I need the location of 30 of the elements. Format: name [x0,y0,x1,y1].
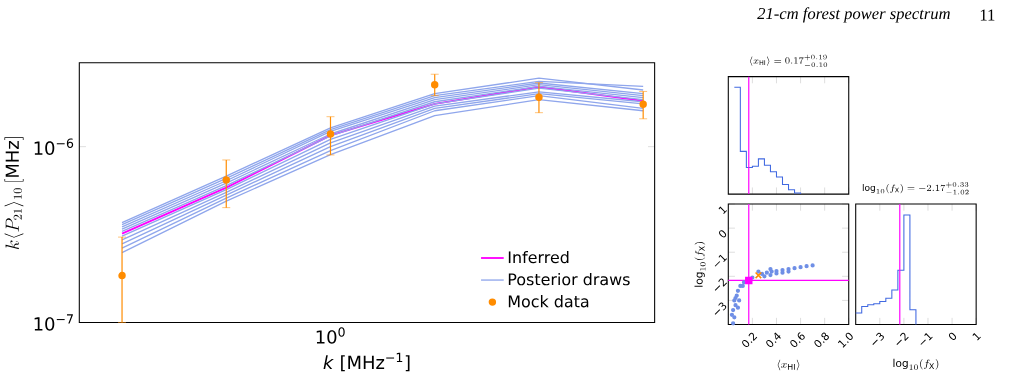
legend-label: Mock data [508,294,589,308]
legend-label: Inferred [508,250,569,264]
y-tick-label: 10$^{−6}$ [34,138,74,155]
x-tick-label: 0.4 [766,332,781,347]
y-axis-title: $\log_{10}(f_{\rm X})$ [694,241,706,287]
x-tick-label: 0 [948,332,957,340]
x-tick-label: 0.6 [790,332,805,347]
chart-title: $\log_{10}(f_{\rm X}) = -2.17^{+0.33}_{-1.02}$ [862,182,969,195]
y-tick-label: 1 [718,206,728,214]
y-tick-label: −3 [714,302,727,315]
legend-label: Posterior draws [508,272,630,286]
x-tick-label: −2 [896,332,909,345]
chart-title: $\langle x_{\rm HI}\rangle = 0.17^{+0.19}_{-0.10}$ [750,54,828,67]
x-axis-title: $\log_{10}(f_{\rm X})$ [893,358,939,370]
x-tick-label: 10$^{0}$ [316,327,345,344]
text: 21-cm forest power spectrum [757,7,950,23]
x-tick-label: 1 [972,332,981,341]
text: 11 [980,9,995,21]
x-axis-title: k [MHz$^{−1}$] [323,352,410,372]
x-tick-label: 1.0 [838,332,853,348]
y-tick-label: 0 [719,230,727,238]
x-tick-label: 0.8 [814,332,829,347]
y-tick-label: 10$^{−7}$ [34,314,73,331]
x-tick-label: 0.2 [742,332,758,347]
y-tick-label: −2 [714,278,728,291]
x-axis-title: $\langle x_{\rm HI}\rangle$ [777,359,800,371]
x-tick-label: −1 [920,332,933,345]
x-tick-label: −3 [872,332,884,345]
y-axis-title: $k\langle P_{21}\rangle_{10}\,[\mathrm{MHz}]$ [4,137,24,250]
y-tick-label: −1 [714,254,728,267]
